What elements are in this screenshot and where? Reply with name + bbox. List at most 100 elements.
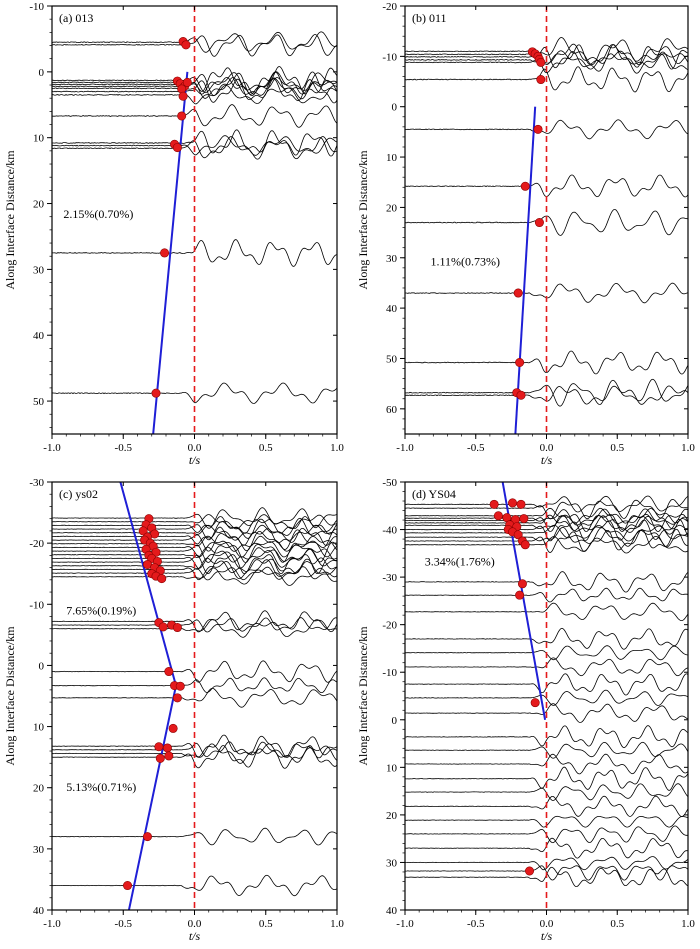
pick-point [138,526,148,536]
trace-line [405,350,688,375]
x-tick-label: 0.5 [259,918,273,930]
x-axis-label: t/s [541,453,553,467]
pick-point [182,77,192,87]
trace-line [405,741,688,759]
pick-point [155,753,165,763]
trace-line [405,508,688,526]
fit-line [514,106,537,434]
pick-point [525,866,535,876]
pick-point [158,622,168,632]
trace-line [52,34,337,57]
trace-line [405,856,688,871]
y-tick-label: 60 [386,404,398,416]
x-tick-label: 0.5 [259,442,273,454]
y-tick-label: 10 [33,133,45,145]
slope-annotation: 2.15%(0.70%) [63,207,133,221]
y-tick-label: 30 [386,857,398,869]
pick-point [177,84,187,94]
y-tick-label: -50 [382,477,397,489]
y-tick-label: 50 [33,396,45,408]
y-tick-label: 40 [33,330,45,342]
pick-point [530,698,540,708]
y-tick-label: -10 [382,51,397,63]
y-tick-label: -20 [382,620,397,632]
y-tick-label: 30 [33,844,45,856]
pick-point [520,181,530,191]
trace-line [405,51,688,74]
pick-point [151,388,161,398]
y-tick-label: -10 [29,1,44,13]
pick-point [513,288,523,298]
panel-label: (c) ys02 [59,487,98,501]
panel-4: -1.0 -0.5 0.0 0.5 1.0 -50 -40 -30 -20 -10 0 10 20 30 4… [356,477,695,943]
trace-line [405,703,688,723]
pick-point [516,390,526,400]
y-tick-label: 0 [392,102,398,114]
slope-annotation: 7.65%(0.19%) [66,604,136,618]
y-tick-label: -20 [382,1,397,13]
x-tick-label: -1.0 [396,918,414,930]
trace-line [405,753,688,775]
x-tick-label: 0.0 [540,442,554,454]
y-tick-label: 20 [386,202,398,214]
panel-label: (b) 011 [412,11,447,25]
y-tick-label: -10 [29,599,44,611]
trace-line [405,725,688,749]
y-tick-label: 0 [392,715,398,727]
pick-point [168,723,178,733]
panel-label: (d) YS04 [412,487,456,501]
pick-point [181,40,191,50]
x-axis-label: t/s [189,929,201,943]
panel-label: (a) 013 [59,11,93,25]
trace-line [405,43,688,66]
pick-point [533,124,543,134]
y-axis-label: Along Interface Distance/km [356,150,370,290]
trace-line [405,587,688,603]
x-axis-label: t/s [541,929,553,943]
pick-point [142,832,152,842]
pick-point [517,579,527,589]
trace-line [405,119,688,140]
x-tick-label: -0.5 [115,442,133,454]
y-tick-label: -20 [29,538,44,550]
y-tick-label: -40 [382,525,397,537]
trace-line [405,50,688,70]
pick-point [172,693,182,703]
trace-line [52,688,337,708]
pick-point [172,623,182,633]
y-tick-label: 20 [33,199,45,211]
pick-point [515,357,525,367]
pick-point [157,574,167,584]
y-tick-label: -30 [29,477,44,489]
panel-3: -1.0 -0.5 0.0 0.5 1.0 -30 -20 -10 0 10 20 30 40 t/s Al… [3,477,344,943]
x-tick-label: 0.5 [610,442,624,454]
y-tick-label: 30 [386,253,398,265]
pick-point [520,540,530,550]
y-tick-label: -30 [382,572,397,584]
panel-1: -1.0 -0.5 0.0 0.5 1.0 -10 0 10 20 30 40 50 t/s Along … [3,1,344,467]
trace-line [405,37,688,66]
pick-point [154,742,164,752]
pick-point [123,881,133,891]
trace-line [52,557,337,574]
trace-line [52,84,337,105]
y-tick-label: -10 [382,667,397,679]
trace-line [52,71,337,96]
pick-point [178,91,188,101]
x-tick-label: 0.0 [188,918,202,930]
y-tick-label: 10 [386,762,398,774]
x-tick-label: -0.5 [467,918,485,930]
x-tick-label: 0.0 [188,442,202,454]
x-tick-label: 1.0 [681,442,695,454]
trace-line [405,602,688,621]
y-axis-label: Along Interface Distance/km [3,150,17,290]
pick-point [164,667,174,677]
x-tick-label: 1.0 [330,918,344,930]
pick-point [536,75,546,85]
y-tick-label: 0 [39,660,45,672]
pick-point [175,681,185,691]
y-tick-label: 30 [33,264,45,276]
y-tick-label: 10 [33,722,45,734]
y-tick-label: 10 [386,152,398,164]
